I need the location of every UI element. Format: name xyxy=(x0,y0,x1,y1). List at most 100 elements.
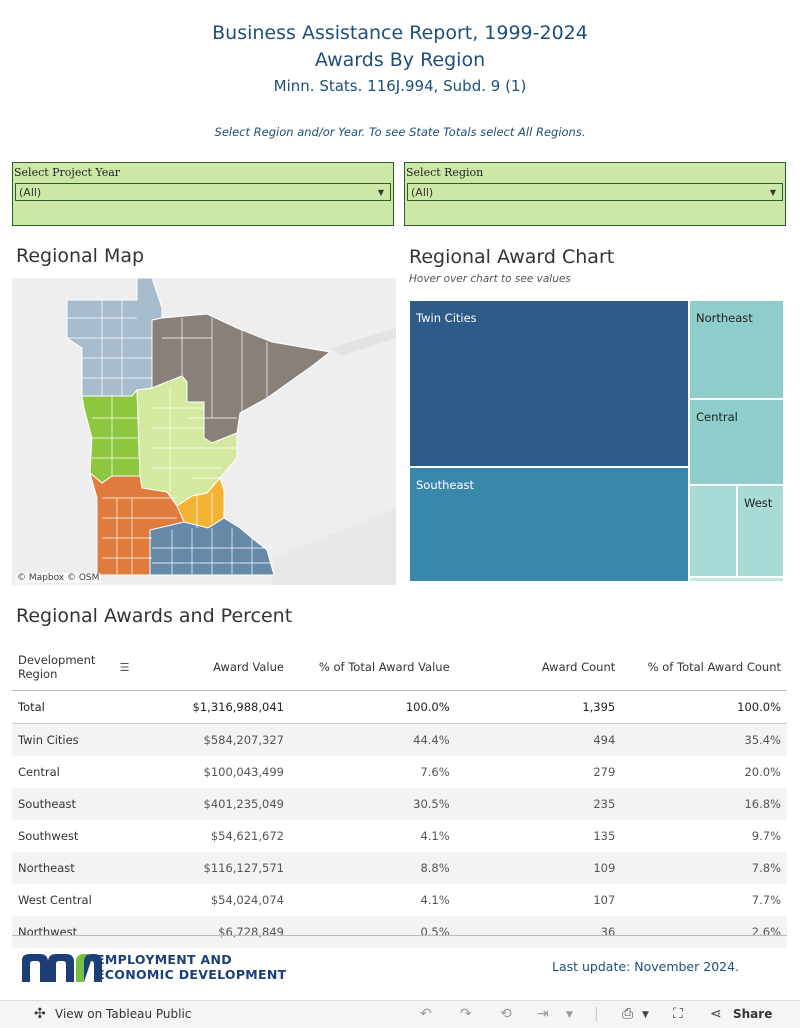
deed-logo: EMPLOYMENT AND ECONOMIC DEVELOPMENT xyxy=(20,950,290,990)
treemap-hint: Hover over chart to see values xyxy=(409,273,571,285)
cell-region: Twin Cities xyxy=(12,723,174,756)
col-header-award-value[interactable]: Award Value xyxy=(173,644,290,691)
wisconsin-shape xyxy=(272,508,396,585)
toolbar-divider: | xyxy=(594,1006,599,1022)
cell-region: West Central xyxy=(18,893,92,907)
cell-region: Northeast xyxy=(12,852,174,884)
dropdown-arrow-icon: ▼ xyxy=(377,188,384,197)
treemap-label-twin-cities: Twin Cities xyxy=(416,311,477,325)
redo-icon[interactable]: ↷ xyxy=(460,1006,472,1022)
undo-icon[interactable]: ↶ xyxy=(420,1006,432,1022)
region-filter: Select Region (All) ▼ xyxy=(404,162,786,226)
cell-award-value: $54,621,672 xyxy=(210,829,284,843)
table-row-total: Total $1,316,988,041 100.0% 1,395 100.0% xyxy=(12,690,787,724)
treemap-section-title: Regional Award Chart xyxy=(409,246,615,268)
cell-award-value: $1,316,988,041 xyxy=(173,690,290,724)
download-icon[interactable]: ⎙ xyxy=(622,1006,634,1022)
table-row: Southeast $401,235,049 30.5% 235 16.8% xyxy=(12,788,787,820)
fullscreen-icon[interactable]: ⛶ xyxy=(673,1006,683,1022)
table-section-title: Regional Awards and Percent xyxy=(16,605,293,627)
county-lines xyxy=(67,300,274,575)
cell-pct-award-value: 44.4% xyxy=(289,723,456,756)
region-select[interactable]: (All) ▼ xyxy=(407,183,783,201)
treemap-label-west: West xyxy=(744,496,773,510)
treemap-cell-central[interactable]: Central xyxy=(689,399,784,485)
year-filter: Select Project Year (All) ▼ xyxy=(12,162,394,226)
regional-awards-table: Development Region ☰ Award Value % of To… xyxy=(12,644,787,948)
table-row: Northwest $6,728,849 0.5% 36 2.6% xyxy=(12,916,787,948)
table-row: West Central $54,024,074 4.1% 107 7.7% xyxy=(12,884,787,916)
table-row: Twin Cities $584,207,327 44.4% 494 35.4% xyxy=(12,723,787,756)
cell-pct-award-count: 35.4% xyxy=(621,723,787,756)
cell-region: Central xyxy=(18,765,60,779)
report-subtitle: Awards By Region xyxy=(314,49,486,71)
table-body: Total $1,316,988,041 100.0% 1,395 100.0%… xyxy=(12,690,787,948)
refresh-icon[interactable]: ⇥ xyxy=(537,1006,549,1022)
cell-pct-award-value: 7.6% xyxy=(420,765,450,779)
treemap-cell-southwest[interactable] xyxy=(689,485,737,577)
treemap-cell-northeast[interactable]: Northeast xyxy=(689,300,784,399)
col-header-pct-award-count[interactable]: % of Total Award Count xyxy=(621,644,787,691)
cell-award-count: 279 xyxy=(593,765,616,779)
cell-award-value: $401,235,049 xyxy=(173,788,290,820)
mn-logo-icon xyxy=(22,954,102,982)
treemap-cell-northwest[interactable] xyxy=(689,577,784,582)
year-select-value: (All) xyxy=(19,186,42,199)
cell-award-count: 1,395 xyxy=(455,690,622,724)
treemap-cell-west-central[interactable]: West xyxy=(737,485,784,577)
region-select-value: (All) xyxy=(411,186,434,199)
cell-pct-award-count: 100.0% xyxy=(621,690,787,724)
year-select[interactable]: (All) ▼ xyxy=(15,183,391,201)
cell-award-value: $54,024,074 xyxy=(210,893,284,907)
col-header-award-count[interactable]: Award Count xyxy=(455,644,622,691)
treemap-label-northeast: Northeast xyxy=(696,311,753,325)
cell-award-value: $6,728,849 xyxy=(173,916,290,948)
cell-pct-award-count: 2.6% xyxy=(621,916,787,948)
regional-treemap[interactable]: Twin Cities Southeast Northeast Central … xyxy=(409,300,784,582)
region-filter-label: Select Region xyxy=(406,166,484,179)
cell-award-value: $584,207,327 xyxy=(173,723,290,756)
regional-map[interactable]: © Mapbox © OSM xyxy=(12,278,396,585)
cell-award-count: 109 xyxy=(455,852,622,884)
minnesota-map-svg[interactable] xyxy=(12,278,396,585)
treemap-cell-southeast[interactable]: Southeast xyxy=(409,467,689,582)
tableau-logo-icon: ✣ xyxy=(34,1006,46,1022)
footer-divider xyxy=(12,935,787,936)
share-button[interactable]: Share xyxy=(733,1007,773,1021)
table-row: Central $100,043,499 7.6% 279 20.0% xyxy=(12,756,787,788)
treemap-label-southeast: Southeast xyxy=(416,478,475,492)
cell-pct-award-count: 7.8% xyxy=(621,852,787,884)
cell-pct-award-value: 30.5% xyxy=(289,788,456,820)
col-header-region[interactable]: Development Region ☰ xyxy=(12,644,174,691)
cell-award-value: $100,043,499 xyxy=(203,765,284,779)
treemap-label-central: Central xyxy=(696,410,738,424)
cell-pct-award-value: 8.8% xyxy=(289,852,456,884)
cell-pct-award-count: 7.7% xyxy=(751,893,781,907)
table-row: Northeast $116,127,571 8.8% 109 7.8% xyxy=(12,852,787,884)
cell-pct-award-value: 0.5% xyxy=(289,916,456,948)
view-on-tableau-link[interactable]: View on Tableau Public xyxy=(55,1007,192,1021)
share-icon[interactable]: ⋖ xyxy=(710,1006,722,1022)
cell-region: Southwest xyxy=(18,829,79,843)
cell-pct-award-value: 100.0% xyxy=(289,690,456,724)
treemap-cell-twin-cities[interactable]: Twin Cities xyxy=(409,300,689,467)
cell-pct-award-count: 9.7% xyxy=(751,829,781,843)
table-header-row: Development Region ☰ Award Value % of To… xyxy=(12,644,787,691)
sort-icon[interactable]: ☰ xyxy=(119,660,130,674)
refresh-dropdown-icon[interactable]: ▼ xyxy=(566,1010,573,1020)
table-row: Southwest $54,621,672 4.1% 135 9.7% xyxy=(12,820,787,852)
col-header-pct-award-value[interactable]: % of Total Award Value xyxy=(289,644,456,691)
statute-reference: Minn. Stats. 116J.994, Subd. 9 (1) xyxy=(273,77,527,95)
cell-pct-award-count: 16.8% xyxy=(621,788,787,820)
cell-award-count: 494 xyxy=(455,723,622,756)
report-title: Business Assistance Report, 1999-2024 xyxy=(212,22,588,44)
dropdown-arrow-icon: ▼ xyxy=(769,188,776,197)
cell-award-value: $116,127,571 xyxy=(173,852,290,884)
revert-icon[interactable]: ⟲ xyxy=(500,1006,512,1022)
year-filter-label: Select Project Year xyxy=(14,166,121,179)
download-dropdown-icon[interactable]: ▼ xyxy=(642,1010,649,1020)
cell-award-count: 135 xyxy=(593,829,616,843)
cell-award-count: 235 xyxy=(455,788,622,820)
cell-region: Total xyxy=(12,690,174,724)
cell-award-count: 36 xyxy=(455,916,622,948)
